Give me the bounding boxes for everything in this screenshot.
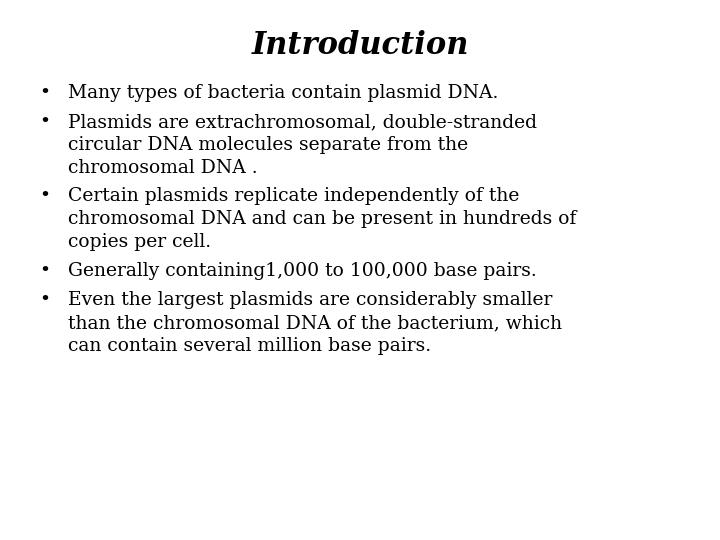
Text: Many types of bacteria contain plasmid DNA.: Many types of bacteria contain plasmid D… xyxy=(68,84,499,102)
Text: •: • xyxy=(40,84,50,102)
Text: Generally containing1,000 to 100,000 base pairs.: Generally containing1,000 to 100,000 bas… xyxy=(68,262,537,280)
Text: •: • xyxy=(40,291,50,309)
Text: •: • xyxy=(40,262,50,280)
Text: •: • xyxy=(40,113,50,131)
Text: Plasmids are extrachromosomal, double-stranded
circular DNA molecules separate f: Plasmids are extrachromosomal, double-st… xyxy=(68,113,537,177)
Text: •: • xyxy=(40,187,50,205)
Text: Even the largest plasmids are considerably smaller
than the chromosomal DNA of t: Even the largest plasmids are considerab… xyxy=(68,291,562,355)
Text: Introduction: Introduction xyxy=(251,30,469,60)
Text: Certain plasmids replicate independently of the
chromosomal DNA and can be prese: Certain plasmids replicate independently… xyxy=(68,187,577,251)
